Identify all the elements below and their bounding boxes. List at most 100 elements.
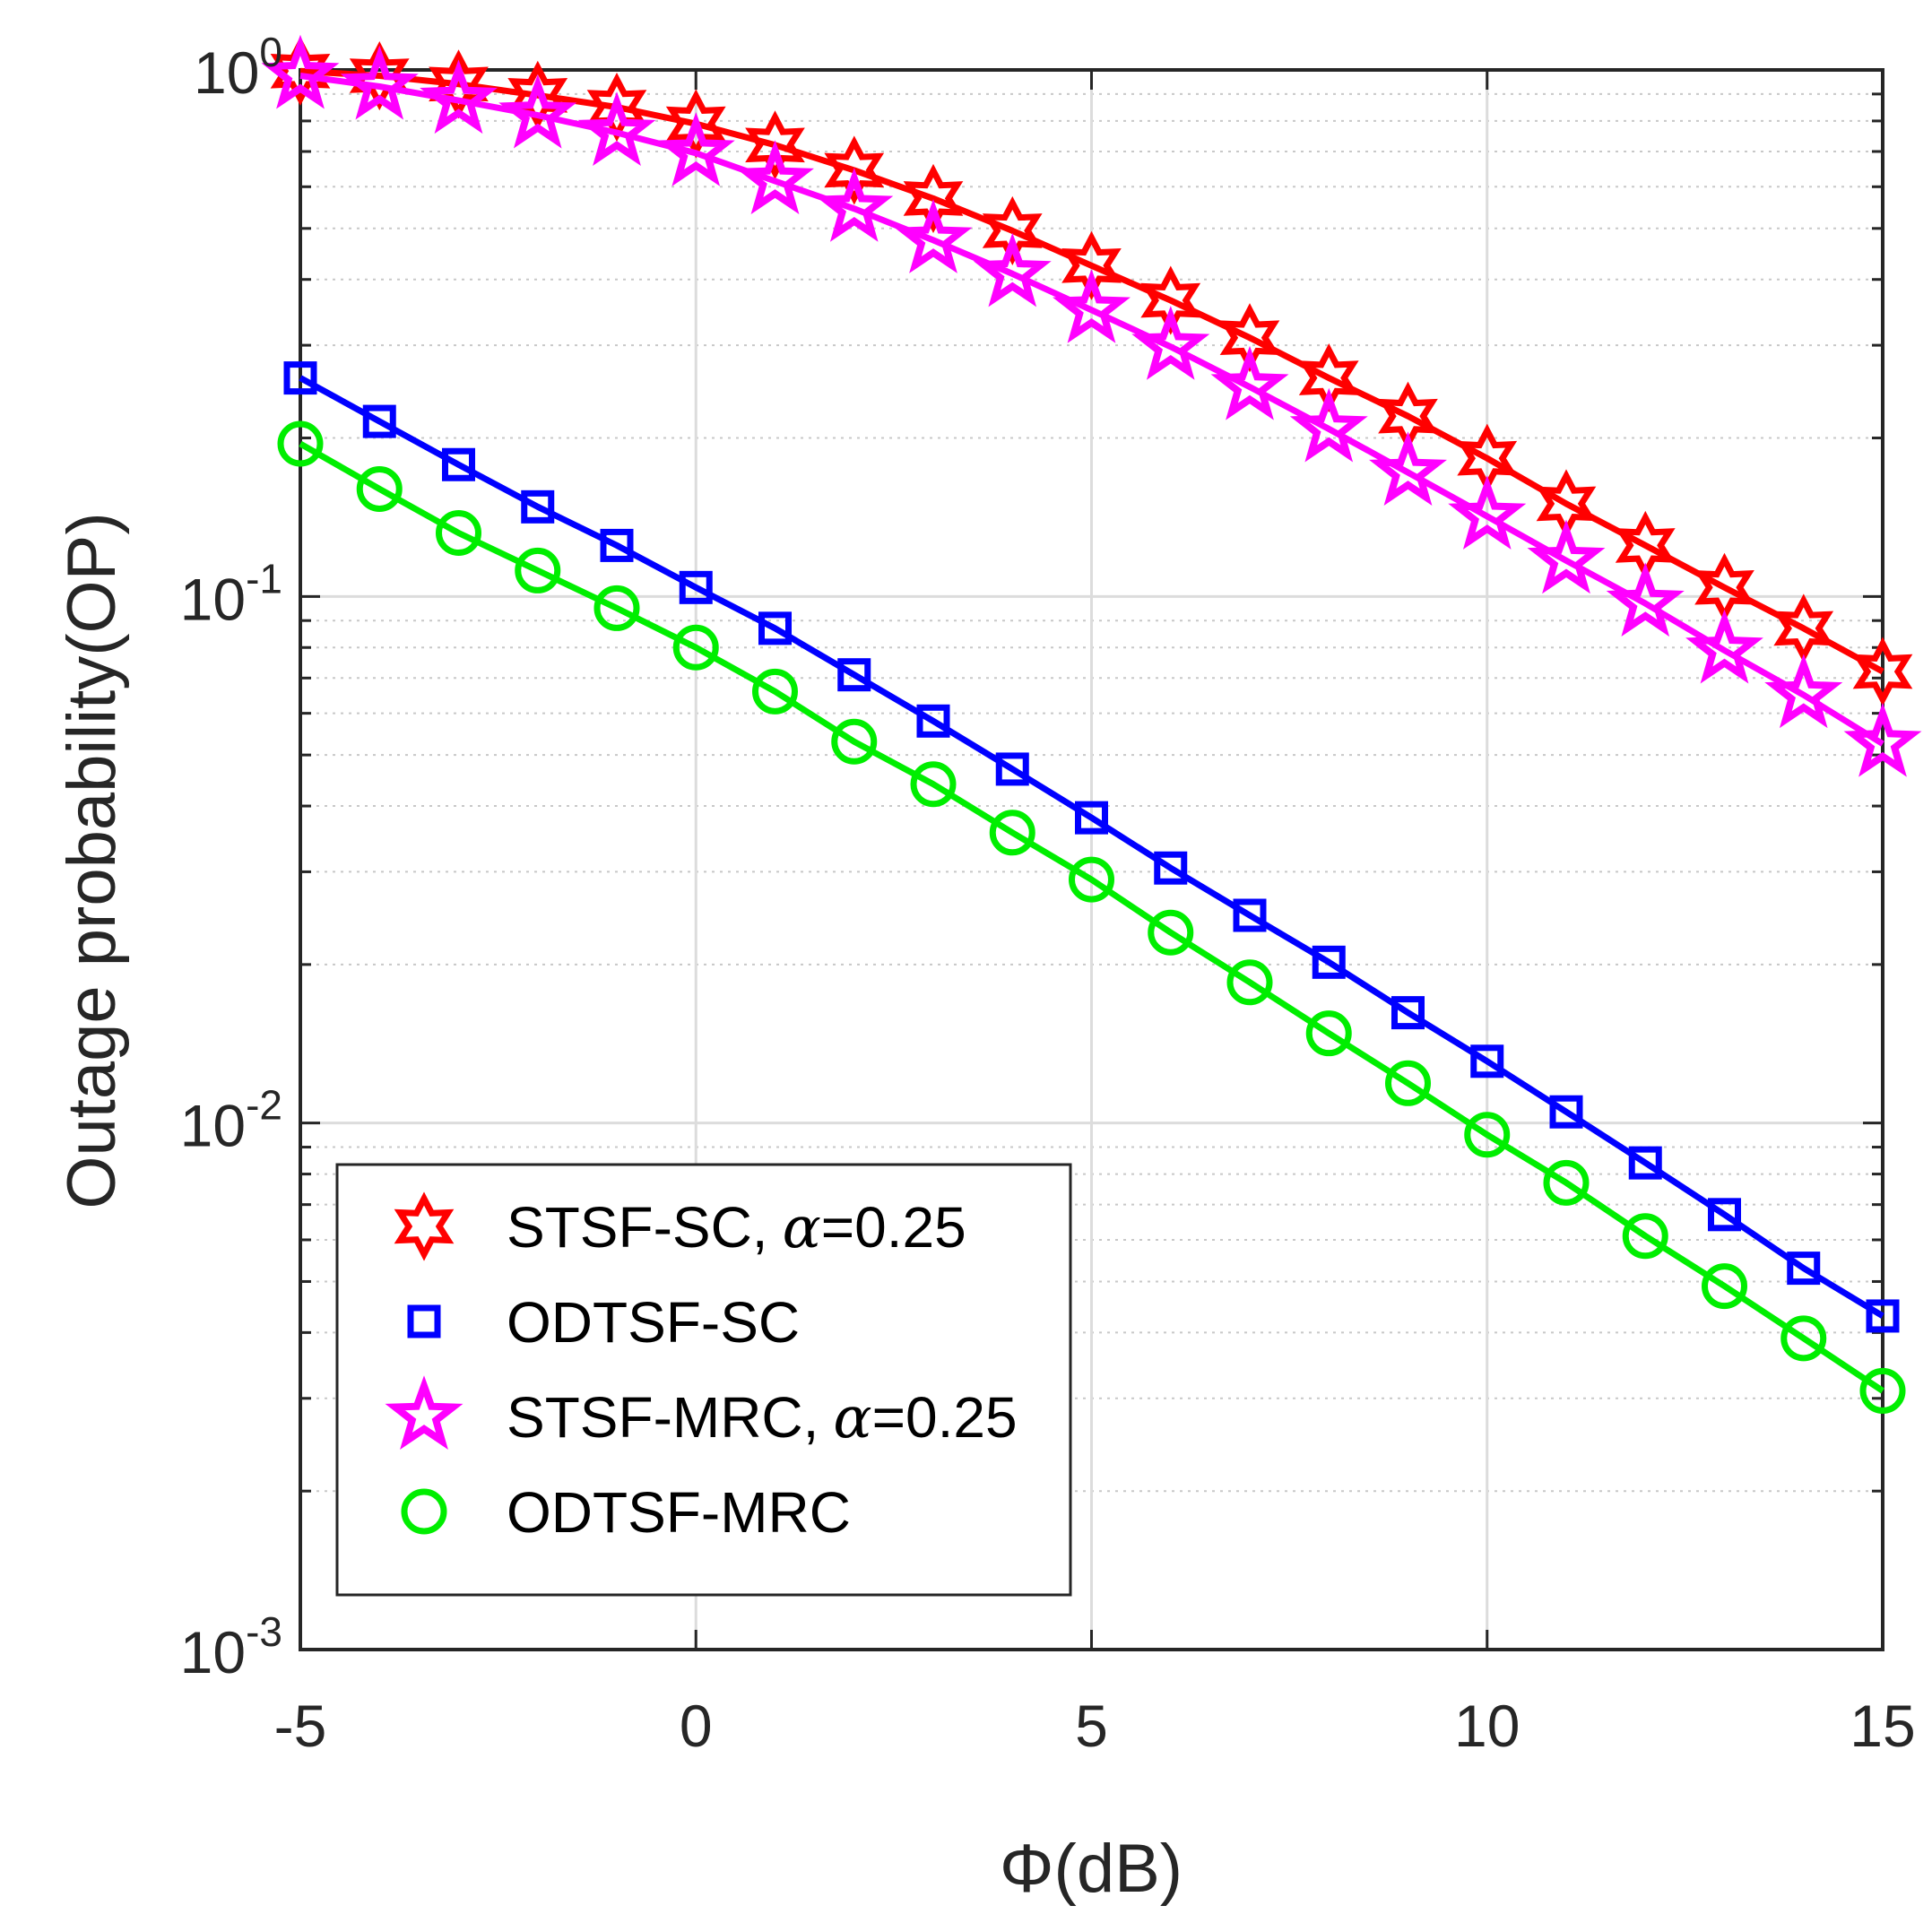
legend-entry-stsf-mrc: STSF-MRC, α=0.25 bbox=[385, 1375, 1018, 1451]
series-odtsf-mrc bbox=[277, 420, 1906, 1414]
data-point-stsf-mrc bbox=[815, 168, 894, 242]
data-point-odtsf-sc bbox=[1075, 801, 1108, 835]
data-point-odtsf-mrc bbox=[989, 810, 1035, 856]
y-tick-exponent: -2 bbox=[246, 1082, 282, 1129]
data-point-odtsf-mrc bbox=[1464, 1112, 1511, 1158]
legend-label-stsf-mrc: STSF-MRC, α=0.25 bbox=[507, 1385, 1018, 1451]
data-point-stsf-mrc bbox=[340, 45, 419, 120]
y-tick-label: 10-3 bbox=[180, 1608, 282, 1685]
legend-entry-odtsf-sc: ODTSF-SC bbox=[407, 1290, 800, 1355]
y-tick-base: 10 bbox=[180, 1093, 246, 1159]
data-point-odtsf-mrc bbox=[1702, 1263, 1747, 1310]
legend-box bbox=[335, 1163, 1072, 1597]
series-layer bbox=[261, 34, 1922, 1414]
data-point-odtsf-mrc bbox=[1226, 959, 1273, 1006]
y-axis-title: Outage probability(OP) bbox=[54, 512, 130, 1208]
data-point-odtsf-mrc bbox=[672, 624, 719, 671]
data-point-stsf-mrc bbox=[736, 140, 814, 214]
x-axis-title: Φ(dB) bbox=[1000, 1831, 1183, 1907]
data-point-stsf-sc bbox=[1140, 265, 1201, 335]
data-point-odtsf-sc bbox=[600, 528, 634, 562]
data-point-stsf-sc bbox=[982, 195, 1043, 265]
legend-label-text: STSF-MRC, bbox=[507, 1385, 819, 1450]
data-point-stsf-sc bbox=[903, 163, 964, 233]
data-point-stsf-mrc bbox=[1527, 519, 1606, 594]
data-point-odtsf-sc bbox=[362, 404, 396, 438]
x-tick-label: -5 bbox=[274, 1693, 327, 1759]
x-tick-labels: -5 0 5 10 15 bbox=[274, 1693, 1916, 1759]
series-line-odtsf-mrc bbox=[299, 440, 1884, 1394]
data-point-stsf-sc bbox=[349, 40, 410, 111]
legend-alpha-symbol: α bbox=[783, 1195, 821, 1261]
y-tick-exponent: -1 bbox=[246, 555, 282, 602]
series-line-odtsf-sc bbox=[299, 375, 1884, 1319]
legend-label-odtsf-sc: ODTSF-SC bbox=[507, 1290, 800, 1355]
data-point-stsf-mrc bbox=[656, 112, 735, 186]
data-point-stsf-sc bbox=[507, 60, 568, 130]
series-line-stsf-mrc bbox=[299, 73, 1884, 747]
plot-area-frame bbox=[299, 68, 1884, 1651]
legend-marker-odtsf-sc bbox=[407, 1304, 441, 1338]
data-point-odtsf-mrc bbox=[593, 585, 640, 631]
data-point-stsf-sc bbox=[824, 135, 885, 205]
data-point-odtsf-mrc bbox=[910, 761, 957, 808]
data-point-odtsf-mrc bbox=[515, 547, 561, 593]
series-stsf-sc bbox=[270, 36, 1913, 706]
series-stsf-mrc bbox=[261, 34, 1922, 777]
y-tick-base: 10 bbox=[180, 1619, 246, 1685]
data-point-odtsf-sc bbox=[758, 611, 792, 645]
y-tick-label: 10-1 bbox=[180, 555, 282, 632]
y-tick-exponent: -3 bbox=[246, 1608, 282, 1655]
data-point-odtsf-sc bbox=[1470, 1044, 1504, 1078]
data-point-stsf-mrc bbox=[1843, 702, 1922, 777]
x-tick-label: 5 bbox=[1075, 1693, 1108, 1759]
data-point-odtsf-mrc bbox=[1780, 1315, 1827, 1362]
legend-label-text: ODTSF-SC bbox=[507, 1290, 800, 1355]
data-point-odtsf-sc bbox=[1866, 1299, 1900, 1333]
data-point-odtsf-sc bbox=[679, 570, 713, 604]
data-point-odtsf-mrc bbox=[1305, 1010, 1352, 1057]
data-point-odtsf-sc bbox=[1549, 1095, 1583, 1129]
data-point-odtsf-sc bbox=[1391, 996, 1425, 1030]
legend-alpha-value: =0.25 bbox=[821, 1195, 966, 1260]
data-point-odtsf-sc bbox=[1708, 1198, 1741, 1232]
data-point-odtsf-mrc bbox=[1385, 1060, 1431, 1106]
data-point-stsf-sc bbox=[270, 36, 331, 106]
y-tick-label: 10-2 bbox=[180, 1082, 282, 1159]
legend-entry-odtsf-mrc: ODTSF-MRC bbox=[401, 1480, 851, 1545]
data-point-odtsf-mrc bbox=[1622, 1213, 1668, 1260]
data-point-odtsf-mrc bbox=[1543, 1159, 1590, 1206]
data-point-stsf-mrc bbox=[1369, 431, 1447, 506]
data-point-stsf-mrc bbox=[1685, 609, 1763, 684]
data-point-odtsf-sc bbox=[283, 361, 317, 395]
data-point-odtsf-sc bbox=[521, 489, 555, 524]
data-point-odtsf-mrc bbox=[1148, 909, 1194, 956]
data-point-odtsf-mrc bbox=[831, 718, 878, 765]
data-point-odtsf-sc bbox=[1312, 945, 1346, 979]
data-point-stsf-sc bbox=[745, 110, 805, 180]
x-tick-label: 15 bbox=[1850, 1693, 1915, 1759]
data-point-stsf-mrc bbox=[1289, 387, 1368, 463]
data-point-odtsf-sc bbox=[442, 447, 475, 481]
data-point-odtsf-mrc bbox=[752, 668, 798, 715]
y-tick-exponent: 0 bbox=[259, 29, 282, 75]
data-point-stsf-mrc bbox=[420, 59, 498, 134]
y-tick-base: 10 bbox=[180, 566, 246, 632]
data-point-stsf-mrc bbox=[577, 91, 656, 166]
data-point-stsf-sc bbox=[1852, 637, 1913, 706]
data-point-stsf-mrc bbox=[1210, 345, 1289, 420]
x-tick-label: 0 bbox=[680, 1693, 713, 1759]
data-point-odtsf-sc bbox=[916, 704, 950, 738]
legend-label-text: STSF-SC, bbox=[507, 1195, 768, 1260]
data-point-odtsf-mrc bbox=[277, 420, 324, 467]
data-point-odtsf-mrc bbox=[356, 465, 403, 512]
data-point-odtsf-mrc bbox=[1859, 1367, 1906, 1414]
data-point-stsf-mrc bbox=[1448, 475, 1527, 550]
legend-alpha-value: =0.25 bbox=[872, 1385, 1018, 1450]
data-point-stsf-mrc bbox=[973, 232, 1052, 308]
legend-marker-odtsf-mrc bbox=[401, 1488, 447, 1535]
data-point-odtsf-sc bbox=[1628, 1146, 1662, 1180]
data-point-odtsf-sc bbox=[1233, 898, 1267, 932]
